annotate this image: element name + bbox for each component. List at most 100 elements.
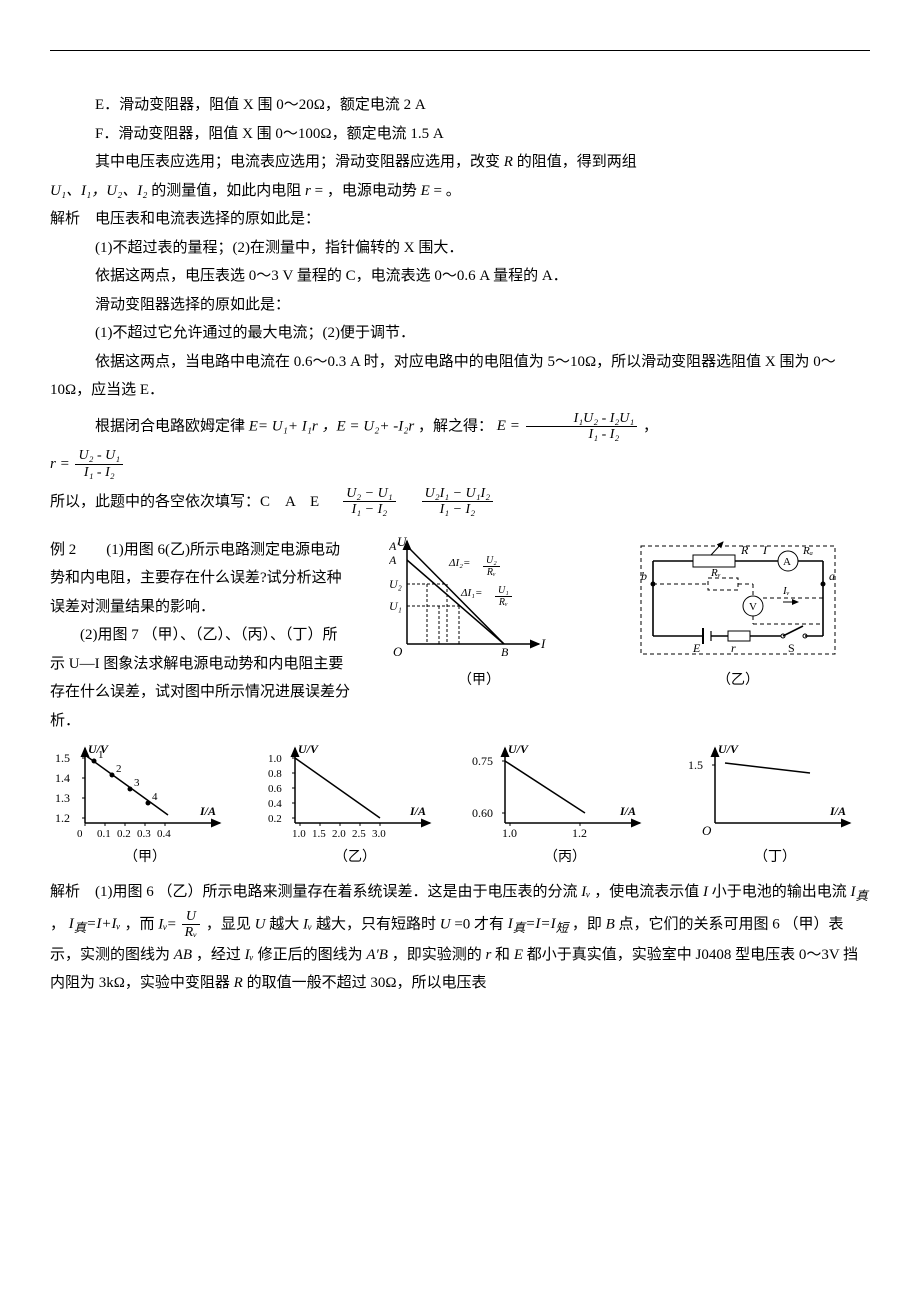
num: U₂ - U₁ (75, 448, 123, 464)
i: I (703, 884, 708, 900)
lbl-S: S (788, 641, 795, 655)
e2: E (514, 947, 523, 963)
caption-yi: （乙） (260, 845, 450, 872)
answers-line: 所以，此题中的各空依次填写：C A E U₂ − U₁ I₁ − I₂ U₂I₁… (50, 486, 870, 518)
svg-text:0.75: 0.75 (472, 754, 493, 768)
frac-E: I₁U₂ - I₂U₁ I₁ - I₂ (526, 411, 638, 443)
svg-text:1.5: 1.5 (312, 828, 326, 840)
chart-bing: U/V I/A 0.750.601.01.2 （丙） (470, 743, 660, 872)
fig6-circuit-svg: R A I Rₐ b a Rᵥ V (633, 536, 843, 666)
xlab: I/A (829, 804, 846, 818)
iv3: Iᵥ (303, 916, 312, 932)
caption-ding: （丁） (680, 845, 870, 872)
svg-text:3.0: 3.0 (372, 828, 386, 840)
lbl-E: E (692, 641, 701, 655)
iv2: Iᵥ (158, 916, 167, 932)
caption-bing: （丙） (470, 845, 660, 872)
para-rule2: 依据这两点，电压表选 0～3 V 量程的 C，电流表选 0～0.6 A 量程的 … (50, 262, 870, 291)
ex2-p1: 例 2 (1)用图 6(乙)所示电路测定电源电动势和内电阻，主要存在什么误差?试… (50, 536, 350, 622)
t: ，经过 (196, 947, 245, 963)
para-r-result: r = U₂ - U₁ I₁ - I₂ (50, 448, 870, 480)
den: I₁ - I₂ (526, 427, 638, 442)
fig6-jia: I U O A′ A U₂ U₁ B ΔI₂= U₂ (389, 536, 569, 695)
vars-ui: U₁、I₁，U₂、I₂ (50, 183, 148, 199)
t: 和 (495, 947, 514, 963)
svg-text:1.4: 1.4 (55, 771, 70, 785)
example2-text: 例 2 (1)用图 6(乙)所示电路测定电源电动势和内电阻，主要存在什么误差?试… (50, 536, 350, 736)
top-rule (50, 50, 870, 51)
lbl-I: I (762, 543, 768, 557)
ex2-p2: (2)用图 7 （甲）、（乙）、（丙）、（丁）所示 U—I 图象法求解电源电动势… (50, 621, 350, 735)
xlab: I/A (409, 804, 426, 818)
num: I₁U₂ - I₂U₁ (526, 411, 638, 427)
para-selection: 其中电压表应选用；电流表应选用；滑动变阻器应选用，改变 R 的阻值，得到两组 (50, 148, 870, 177)
svg-text:0.4: 0.4 (268, 798, 282, 810)
text: ，解之得： (418, 418, 493, 434)
num: U (182, 909, 200, 925)
ylab: U/V (718, 743, 739, 756)
para-rheostat-pick: 依据这两点，当电路中电流在 0.6～0.3 A 时，对应电路中的电阻值为 5～1… (50, 348, 870, 405)
ab: AB (174, 947, 192, 963)
den: Rᵥ (495, 597, 512, 608)
svg-text:1.5: 1.5 (55, 751, 70, 765)
svg-text:3: 3 (134, 777, 140, 789)
eq-E: E = I₁U₂ - I₂U₁ I₁ - I₂ (497, 418, 643, 434)
frac-ans2: U₂I₁ − U₁I₂ I₁ − I₂ (422, 486, 493, 518)
var-r2: r (305, 183, 311, 199)
origin: O (702, 823, 712, 838)
text: 的阻值，得到两组 (517, 154, 637, 170)
svg-text:1.0: 1.0 (502, 826, 517, 840)
frac-ans1: U₂ − U₁ I₁ − I₂ (343, 486, 395, 518)
svg-text:0.8: 0.8 (268, 768, 282, 780)
r3: r (485, 947, 491, 963)
xlab: I/A (199, 804, 216, 818)
para-analysis-head: 解析 电压表和电流表选择的原如此是： (50, 205, 870, 234)
fig6-jia-caption: （甲） (389, 668, 569, 695)
t: ， (50, 916, 65, 932)
svg-text:0.2: 0.2 (117, 828, 131, 840)
lbl-B: B (501, 645, 509, 659)
apb: A′B (366, 947, 388, 963)
den: I₁ − I₂ (422, 502, 493, 517)
frac-r: U₂ - U₁ I₁ - I₂ (75, 448, 123, 480)
r4: R (234, 975, 243, 991)
fig6-yi: R A I Rₐ b a Rᵥ V (633, 536, 843, 695)
num: U₂ − U₁ (343, 486, 395, 502)
svg-text:1: 1 (98, 749, 104, 761)
xlab: I/A (619, 804, 636, 818)
b: B (606, 916, 615, 932)
origin-o: O (393, 644, 403, 659)
svg-text:2: 2 (116, 763, 122, 775)
t: 越大 (269, 916, 303, 932)
svg-text:2.0: 2.0 (332, 828, 346, 840)
den: Rᵥ (182, 925, 200, 940)
t: 越大，只有短路时 (316, 916, 440, 932)
svg-text:1.0: 1.0 (268, 753, 282, 765)
den: I₁ - I₂ (75, 465, 123, 480)
eq1: E= U₁+ I₁r ，E = U₂+ -I₂r (249, 418, 415, 434)
t: ，即 (572, 916, 606, 932)
fig6-dashed-group (407, 584, 459, 644)
text: = 。 (434, 183, 461, 199)
lbl-Iv: Iᵥ (782, 585, 790, 597)
t: 的取值一般不超过 30Ω，所以电压表 (247, 975, 487, 991)
lbl-Ra: Rₐ (802, 545, 813, 557)
eq-short: I真=I=I短 (508, 916, 568, 932)
u: U (255, 916, 266, 932)
text: 的测量值，如此内电阻 (151, 183, 305, 199)
svg-text:0.60: 0.60 (472, 806, 493, 820)
svg-text:1.2: 1.2 (55, 811, 70, 825)
lbl-A: A (389, 553, 397, 567)
lbl-Ap: A′ (389, 539, 399, 553)
lbl-Rv: Rᵥ (710, 567, 721, 579)
para-rule1: (1)不超过表的量程；(2)在测量中，指针偏转的 X 围大． (50, 234, 870, 263)
para-rheostat-head: 滑动变阻器选择的原如此是： (50, 291, 870, 320)
text: = ，电源电动势 (315, 183, 421, 199)
ylab: U/V (508, 743, 529, 756)
it: I真 (850, 884, 868, 900)
var-r: R (504, 154, 513, 170)
svg-text:2.5: 2.5 (352, 828, 366, 840)
lbl-b: b (641, 569, 647, 583)
den: Rᵥ (483, 567, 500, 578)
iv: Iᵥ (581, 884, 590, 900)
